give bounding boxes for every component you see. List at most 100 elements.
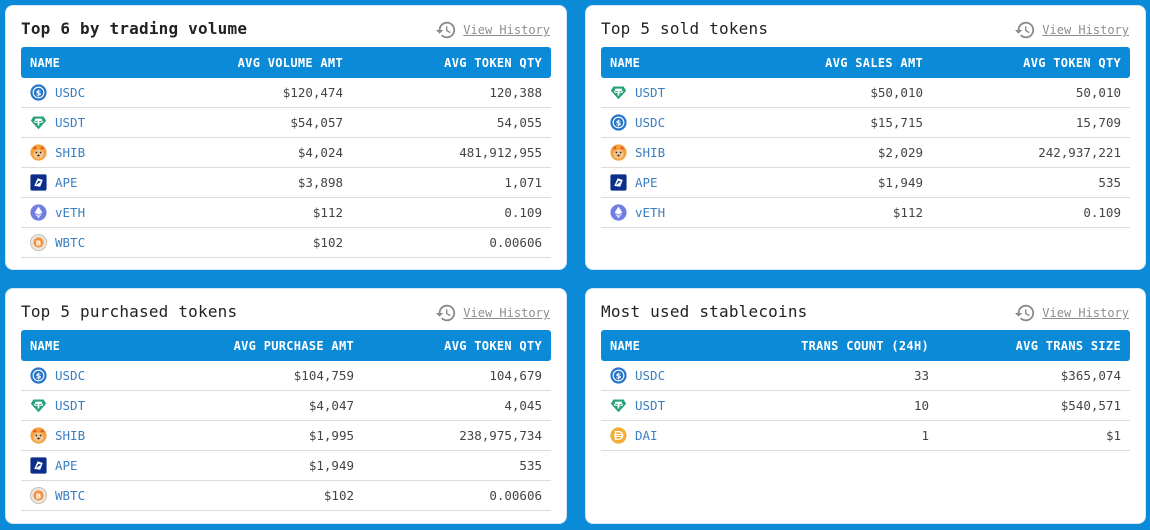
token-symbol[interactable]: USDT	[635, 85, 666, 100]
column-header[interactable]: AVG TOKEN QTY	[1023, 55, 1121, 70]
view-history-label: View History	[463, 306, 550, 320]
history-icon	[435, 302, 457, 324]
token-cell: SHIB	[21, 144, 191, 161]
usdc-icon: $	[610, 367, 627, 384]
token-cell: $ USDC	[601, 114, 771, 131]
token-symbol[interactable]: WBTC	[55, 235, 86, 250]
table-row[interactable]: vETH $112 0.109	[21, 198, 551, 228]
column-header[interactable]: NAME	[30, 55, 61, 70]
view-history-link[interactable]: View History	[435, 302, 550, 324]
amount-cell: $104,759	[293, 368, 354, 383]
qty-cell: 104,679	[489, 368, 542, 383]
svg-text:B: B	[36, 238, 42, 247]
veth-icon	[610, 204, 627, 221]
table-row[interactable]: B WBTC $102 0.00606	[21, 481, 551, 511]
svg-text:$: $	[36, 372, 42, 381]
table-row[interactable]: USDT 10 $540,571	[601, 391, 1130, 421]
column-header[interactable]: AVG VOLUME AMT	[237, 55, 343, 70]
column-header[interactable]: TRANS COUNT (24H)	[801, 338, 929, 353]
table-row[interactable]: $ USDC $120,474 120,388	[21, 78, 551, 108]
amount-cell: 33	[913, 368, 929, 383]
amount-cell: $50,010	[870, 85, 923, 100]
amount-cell: $120,474	[282, 85, 343, 100]
token-symbol[interactable]: USDC	[55, 85, 86, 100]
table-row[interactable]: $ USDC 33 $365,074	[601, 361, 1130, 391]
data-table: NAME AVG SALES AMT AVG TOKEN QTY USDT $50,01…	[601, 47, 1130, 228]
token-symbol[interactable]: APE	[55, 175, 78, 190]
table-row[interactable]: SHIB $1,995 238,975,734	[21, 421, 551, 451]
qty-cell: 0.00606	[489, 488, 542, 503]
table-header: NAME TRANS COUNT (24H) AVG TRANS SIZE	[601, 330, 1130, 361]
table-row[interactable]: APE $1,949 535	[21, 451, 551, 481]
column-header[interactable]: NAME	[30, 338, 61, 353]
table-row[interactable]: DAI 1 $1	[601, 421, 1130, 451]
token-symbol[interactable]: vETH	[635, 205, 666, 220]
token-symbol[interactable]: APE	[55, 458, 78, 473]
column-header[interactable]: AVG TOKEN QTY	[444, 55, 542, 70]
qty-cell: 15,709	[1075, 115, 1121, 130]
token-cell: B WBTC	[21, 487, 191, 504]
table-row[interactable]: APE $1,949 535	[601, 168, 1130, 198]
token-symbol[interactable]: USDC	[55, 368, 86, 383]
amount-cell: $4,024	[297, 145, 343, 160]
amount-cell: 10	[913, 398, 929, 413]
usdc-icon: $	[610, 114, 627, 131]
token-cell: vETH	[601, 204, 771, 221]
qty-cell: 535	[1098, 175, 1121, 190]
amount-cell: $1,949	[877, 175, 923, 190]
table-row[interactable]: SHIB $4,024 481,912,955	[21, 138, 551, 168]
table-row[interactable]: USDT $54,057 54,055	[21, 108, 551, 138]
table-row[interactable]: B WBTC $102 0.00606	[21, 228, 551, 258]
token-symbol[interactable]: USDT	[55, 398, 86, 413]
usdt-icon	[610, 397, 627, 414]
token-cell: APE	[601, 174, 771, 191]
token-symbol[interactable]: SHIB	[635, 145, 666, 160]
qty-cell: 0.109	[504, 205, 542, 220]
token-cell: B WBTC	[21, 234, 191, 251]
view-history-label: View History	[1042, 23, 1129, 37]
token-symbol[interactable]: SHIB	[55, 145, 86, 160]
token-symbol[interactable]: SHIB	[55, 428, 86, 443]
token-symbol[interactable]: DAI	[635, 428, 658, 443]
column-header[interactable]: NAME	[610, 338, 641, 353]
column-header[interactable]: AVG SALES AMT	[825, 55, 923, 70]
token-symbol[interactable]: USDC	[635, 368, 666, 383]
token-symbol[interactable]: USDT	[55, 115, 86, 130]
token-cell: USDT	[601, 84, 771, 101]
token-symbol[interactable]: APE	[635, 175, 658, 190]
column-header[interactable]: AVG PURCHASE AMT	[233, 338, 354, 353]
qty-cell: $540,571	[1060, 398, 1121, 413]
qty-cell: 54,055	[496, 115, 542, 130]
token-symbol[interactable]: WBTC	[55, 488, 86, 503]
usdt-icon	[30, 397, 47, 414]
svg-text:$: $	[616, 119, 622, 128]
table-row[interactable]: USDT $4,047 4,045	[21, 391, 551, 421]
card-title: Top 5 sold tokens	[601, 19, 769, 38]
qty-cell: 481,912,955	[459, 145, 542, 160]
view-history-link[interactable]: View History	[1014, 302, 1129, 324]
view-history-link[interactable]: View History	[1014, 19, 1129, 41]
column-header[interactable]: AVG TOKEN QTY	[444, 338, 542, 353]
token-symbol[interactable]: vETH	[55, 205, 86, 220]
shib-icon	[30, 144, 47, 161]
svg-text:$: $	[36, 89, 42, 98]
amount-cell: $2,029	[877, 145, 923, 160]
token-symbol[interactable]: USDC	[635, 115, 666, 130]
view-history-label: View History	[1042, 306, 1129, 320]
column-header[interactable]: NAME	[610, 55, 641, 70]
card-most-used-stablecoins: Most used stablecoins View History NAME TRA…	[585, 288, 1146, 524]
column-header[interactable]: AVG TRANS SIZE	[1015, 338, 1121, 353]
table-row[interactable]: vETH $112 0.109	[601, 198, 1130, 228]
usdt-icon	[30, 114, 47, 131]
token-cell: DAI	[601, 427, 771, 444]
ape-icon	[30, 174, 47, 191]
token-symbol[interactable]: USDT	[635, 398, 666, 413]
table-row[interactable]: $ USDC $15,715 15,709	[601, 108, 1130, 138]
qty-cell: 0.109	[1083, 205, 1121, 220]
table-row[interactable]: USDT $50,010 50,010	[601, 78, 1130, 108]
qty-cell: 50,010	[1075, 85, 1121, 100]
table-row[interactable]: SHIB $2,029 242,937,221	[601, 138, 1130, 168]
table-row[interactable]: APE $3,898 1,071	[21, 168, 551, 198]
view-history-link[interactable]: View History	[435, 19, 550, 41]
table-row[interactable]: $ USDC $104,759 104,679	[21, 361, 551, 391]
